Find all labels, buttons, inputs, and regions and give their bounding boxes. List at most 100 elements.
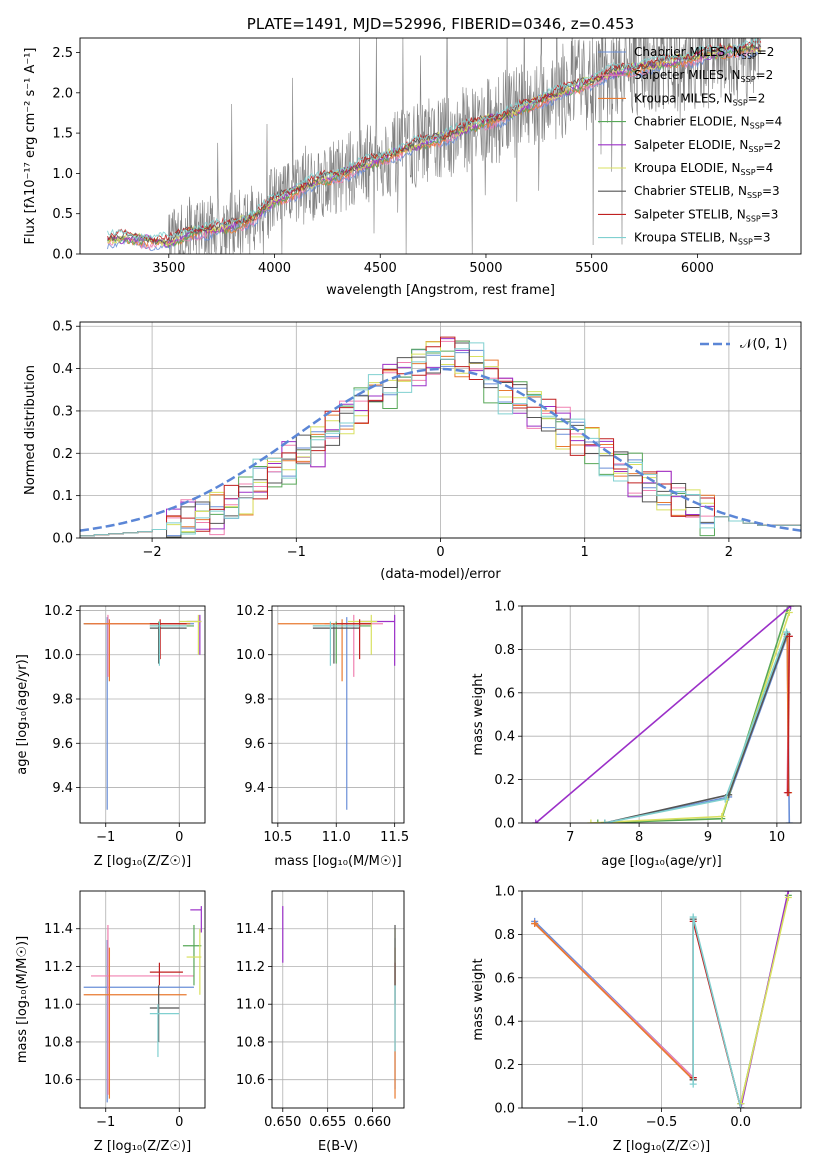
marker-kroupa-elodie: [718, 812, 726, 820]
panel-7-ylabel: mass weight: [471, 958, 486, 1040]
marker-kroupa-elodie: [784, 894, 792, 902]
y-tick-label: 0.4: [494, 1015, 515, 1030]
panel-4-xlabel: age [log₁₀(age/yr)]: [601, 854, 722, 869]
legend-entry: Salpeter STELIB, NSSP=3: [634, 207, 778, 223]
x-tick-label: 0.650: [264, 1115, 301, 1130]
x-tick-label: 0: [175, 1115, 183, 1130]
y-tick-label: 10.0: [44, 648, 73, 663]
panel-3-axes: 10.5 11.0 11.5 9.4 9.6 9.8 10.0 10.2: [236, 604, 409, 845]
legend-entry: Chabrier MILES, NSSP=2: [634, 45, 774, 61]
x-tick-label: 1: [581, 545, 589, 560]
legend-sub: SSP: [741, 168, 756, 177]
x-tick-label: 0.655: [309, 1115, 346, 1130]
legend-tail: =2: [757, 45, 775, 59]
legend-entry: Kroupa STELIB, NSSP=3: [634, 231, 771, 247]
y-tick-label: 0.5: [52, 207, 73, 222]
y-tick-label: 0.1: [52, 489, 73, 504]
panel-7-axes: −1.0 −0.5 0.0 0.0 0.2 0.4 0.6 0.8 1.0: [494, 885, 801, 1130]
legend-sub: SSP: [738, 238, 753, 247]
panel-7-xlabel: Z [log₁₀(Z/Z☉)]: [613, 1139, 710, 1154]
histogram-plot: [80, 336, 801, 538]
gaussian-curve: [80, 367, 801, 532]
panel-3-xlabel: mass [log₁₀(M/M☉)]: [274, 854, 401, 869]
y-tick-label: 2.0: [52, 86, 73, 101]
x-tick-label: 0: [436, 545, 444, 560]
model-spectrum-chabrier-stelib: [107, 42, 762, 246]
legend-tail: =3: [753, 231, 771, 245]
x-tick-label: 5500: [575, 261, 608, 276]
y-tick-label: 0.0: [494, 817, 515, 832]
y-tick-label: 10.6: [236, 1073, 265, 1088]
legend-sub: SSP: [733, 98, 748, 107]
legend-entry: Kroupa MILES, NSSP=2: [634, 91, 765, 107]
y-tick-label: 11.2: [44, 960, 73, 975]
series-chabrier-miles: [604, 636, 791, 823]
y-tick-label: 1.0: [494, 600, 515, 615]
x-tick-label: 10.5: [263, 830, 292, 845]
y-tick-label: 10.2: [44, 604, 73, 619]
y-tick-label: 0.3: [52, 404, 73, 419]
line-plot-7: [531, 891, 792, 1108]
spectrum-plot: [107, 38, 762, 254]
legend-sub: SSP: [750, 122, 765, 131]
x-tick-label: 6000: [681, 261, 714, 276]
errorbar-plot-2: [83, 614, 202, 810]
series-salpeter-elodie: [535, 606, 792, 823]
hist-kroupa-stelib: [80, 342, 801, 538]
panel-4-frame: [521, 605, 802, 824]
legend-tail: =3: [762, 184, 780, 198]
y-tick-label: 11.0: [44, 998, 73, 1013]
marker-kroupa-stelib: [689, 913, 697, 921]
x-tick-label: −1: [96, 1115, 115, 1130]
x-tick-label: 5000: [469, 261, 502, 276]
y-tick-label: 10.8: [44, 1035, 73, 1050]
panel-2-axes: −1 0 9.4 9.6 9.8 10.0 10.2: [44, 604, 205, 845]
y-tick-label: 10.0: [236, 648, 265, 663]
marker-chabrier-miles: [785, 819, 793, 823]
legend-sub: SSP: [748, 145, 763, 154]
panel-0-frame: [79, 37, 802, 255]
panel-1-frame: [79, 321, 802, 539]
errorbar-plot-6: [282, 906, 396, 1099]
series-kroupa-elodie: [740, 897, 790, 1104]
y-tick-label: 11.4: [236, 922, 265, 937]
legend-tail: =4: [756, 161, 774, 175]
series-salpeter-stelib: [787, 636, 791, 793]
y-tick-label: 9.6: [244, 737, 265, 752]
y-tick-label: 9.8: [52, 693, 73, 708]
y-tick-label: 1.5: [52, 127, 73, 142]
marker-kroupa-stelib: [783, 628, 791, 636]
marker-kroupa-miles: [531, 920, 539, 928]
errorbar-plot-5: [83, 906, 202, 1103]
legend-sub: SSP: [746, 214, 761, 223]
legend-entry: Chabrier STELIB, NSSP=3: [634, 184, 780, 200]
legend-tail: =3: [761, 207, 779, 221]
panel-0-axes: 3500 4000 4500 5000 5500 6000 0.0 0.5 1.0 1.5 2.0 2…: [52, 46, 714, 276]
y-tick-label: 1.0: [52, 167, 73, 182]
y-tick-label: 2.5: [52, 46, 73, 61]
x-tick-label: 4500: [364, 261, 397, 276]
x-tick-label: −1: [96, 830, 115, 845]
y-tick-label: 0.4: [494, 730, 515, 745]
series-kroupa-stelib: [692, 916, 742, 1108]
y-tick-label: 9.4: [52, 781, 73, 796]
marker-kroupa-stelib: [689, 1080, 697, 1088]
x-tick-label: 11.0: [322, 830, 351, 845]
legend-tail: =2: [763, 138, 781, 152]
panel-2-xlabel: Z [log₁₀(Z/Z☉)]: [94, 854, 191, 869]
x-tick-label: −1: [287, 545, 306, 560]
panel-6-xlabel: E(B-V): [318, 1139, 358, 1154]
y-tick-label: 0.0: [52, 248, 73, 263]
y-tick-label: 0.6: [494, 971, 515, 986]
legend-sub: SSP: [741, 75, 756, 84]
x-tick-label: 4000: [258, 261, 291, 276]
y-tick-label: 0.4: [52, 362, 73, 377]
y-tick-label: 0.8: [494, 643, 515, 658]
legend-entry: 𝒩(0, 1): [740, 337, 787, 352]
marker-chabrier-elodie: [594, 819, 602, 823]
y-tick-label: 0.0: [52, 532, 73, 547]
y-tick-label: 10.2: [236, 604, 265, 619]
panel-2-ylabel: age [log₁₀(age/yr)]: [15, 654, 30, 775]
series-kroupa-elodie: [590, 612, 791, 823]
